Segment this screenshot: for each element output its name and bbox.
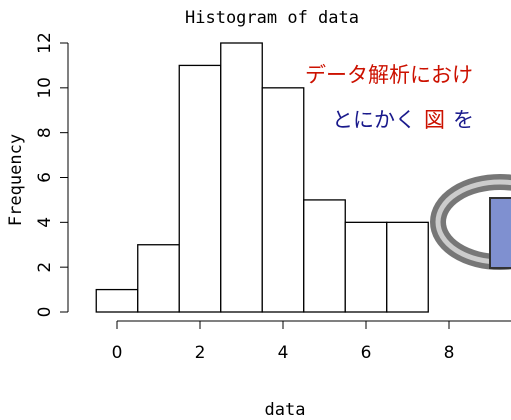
x-tick-label: 4	[278, 343, 289, 363]
annotation-part: とにかく	[332, 108, 416, 132]
x-tick-label: 2	[195, 343, 206, 363]
square	[490, 198, 511, 268]
bar	[221, 43, 263, 312]
bar	[262, 88, 304, 312]
x-tick-label: 0	[112, 343, 123, 363]
bar	[138, 245, 180, 312]
bar	[96, 290, 138, 312]
bar	[345, 222, 387, 312]
chart: Histogram of data data Frequency 0 2 4 6 8 10…	[0, 0, 511, 420]
annotation: データ解析におけ	[305, 63, 473, 87]
annotation-part: データ解析におけ	[305, 63, 473, 87]
x-axis-label: data	[265, 400, 306, 420]
y-tick-label: 8	[35, 127, 55, 138]
y-tick-label: 4	[35, 217, 55, 228]
chart-title: Histogram of data	[185, 8, 359, 28]
annotation-part: 図	[424, 108, 445, 132]
x-tick-label: 6	[361, 343, 372, 363]
y-tick-label: 2	[35, 262, 55, 273]
annotation-part: を	[453, 108, 474, 132]
annotation: とにかく図を	[332, 108, 474, 132]
y-tick-label: 0	[35, 307, 55, 318]
bar	[179, 65, 221, 312]
y-tick-label: 10	[35, 77, 55, 99]
bar	[304, 200, 346, 312]
y-tick-label: 6	[35, 172, 55, 183]
y-tick-label: 12	[35, 32, 55, 54]
y-axis-label: Frequency	[6, 134, 26, 226]
bar	[387, 222, 429, 312]
x-tick-label: 8	[444, 343, 455, 363]
